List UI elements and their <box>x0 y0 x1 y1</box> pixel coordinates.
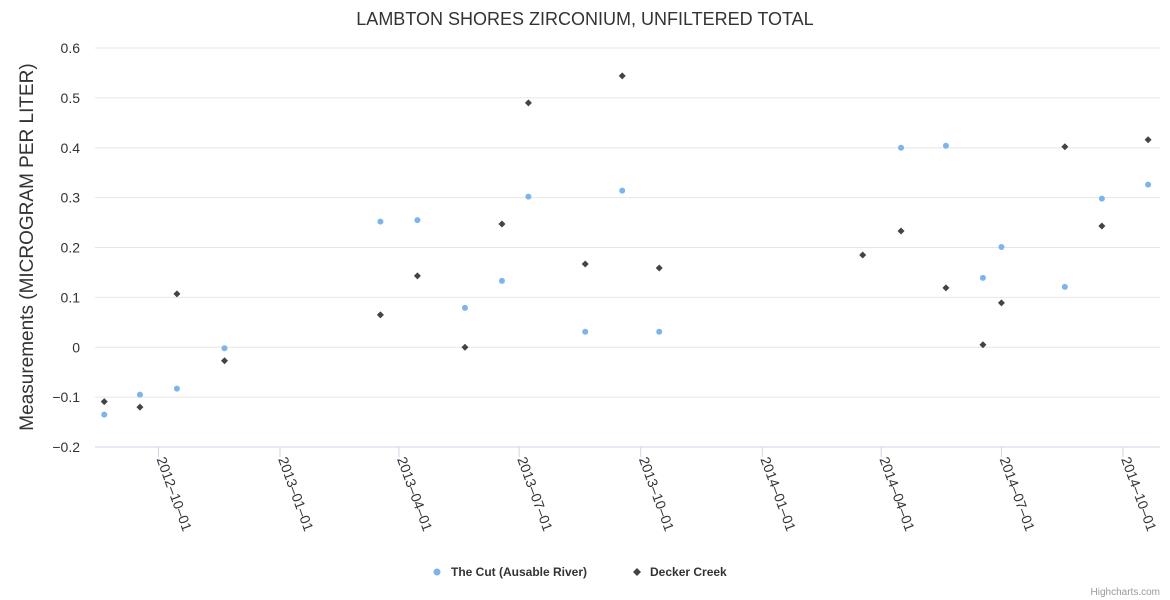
chart-title: LAMBTON SHORES ZIRCONIUM, UNFILTERED TOT… <box>356 9 813 29</box>
x-axis-ticks: 2012–10–01 2013–01–01 2013–04–01 2013–07–01… <box>154 447 1160 533</box>
data-point[interactable] <box>1061 143 1069 151</box>
x-tick-label: 2014–01–01 <box>757 455 799 534</box>
data-point[interactable] <box>618 72 626 80</box>
y-tick-label: 0.4 <box>61 140 81 156</box>
y-tick-label: 0 <box>72 339 80 355</box>
data-point[interactable] <box>136 391 143 398</box>
y-axis-ticks: −0.2 −0.1 0 0.1 0.2 0.3 0.4 0.5 0.6 <box>52 40 80 455</box>
data-point[interactable] <box>619 187 626 194</box>
legend-marker-circle-icon <box>433 568 441 576</box>
data-point[interactable] <box>173 385 180 392</box>
data-point[interactable] <box>997 299 1005 307</box>
x-tick-label: 2013–01–01 <box>275 455 317 534</box>
data-point[interactable] <box>173 290 181 298</box>
data-point[interactable] <box>498 220 506 228</box>
data-point[interactable] <box>581 260 589 268</box>
data-point[interactable] <box>655 264 663 272</box>
y-tick-label: 0.3 <box>61 190 81 206</box>
x-tick-label: 2014–10–01 <box>1118 455 1160 534</box>
legend: The Cut (Ausable River) Decker Creek <box>433 565 727 579</box>
data-point[interactable] <box>1061 283 1068 290</box>
data-points <box>100 72 1152 418</box>
legend-label-the-cut[interactable]: The Cut (Ausable River) <box>451 565 587 579</box>
x-tick-label: 2014–07–01 <box>997 455 1039 534</box>
data-point[interactable] <box>100 398 108 406</box>
data-point[interactable] <box>498 277 505 284</box>
data-point[interactable] <box>525 193 532 200</box>
data-point[interactable] <box>979 341 987 349</box>
data-point[interactable] <box>461 343 469 351</box>
data-point[interactable] <box>413 272 421 280</box>
series-0 <box>101 142 1152 418</box>
data-point[interactable] <box>859 251 867 259</box>
data-point[interactable] <box>377 218 384 225</box>
data-point[interactable] <box>1144 136 1152 144</box>
data-point[interactable] <box>1145 181 1152 188</box>
y-tick-label: 0.1 <box>61 289 81 305</box>
data-point[interactable] <box>136 403 144 411</box>
data-point[interactable] <box>101 411 108 418</box>
y-tick-label: 0.2 <box>61 240 81 256</box>
y-tick-label: −0.1 <box>52 389 80 405</box>
data-point[interactable] <box>898 144 905 151</box>
y-tick-label: −0.2 <box>52 439 80 455</box>
y-axis-label: Measurements (MICROGRAM PER LITER) <box>17 63 38 430</box>
legend-item-the-cut[interactable]: The Cut (Ausable River) <box>433 565 588 579</box>
credits-link[interactable]: Highcharts.com <box>1091 587 1160 598</box>
y-tick-label: 0.5 <box>61 90 81 106</box>
legend-item-decker-creek[interactable]: Decker Creek <box>633 565 727 579</box>
grid-lines <box>95 47 1160 398</box>
data-point[interactable] <box>979 274 986 281</box>
data-point[interactable] <box>897 227 905 235</box>
data-point[interactable] <box>524 99 532 107</box>
data-point[interactable] <box>220 357 228 365</box>
data-point[interactable] <box>582 328 589 335</box>
x-tick-label: 2013–10–01 <box>636 455 678 534</box>
data-point[interactable] <box>942 142 949 149</box>
data-point[interactable] <box>461 304 468 311</box>
data-point[interactable] <box>656 328 663 335</box>
series-1 <box>100 72 1152 411</box>
data-point[interactable] <box>1098 195 1105 202</box>
x-tick-label: 2014–04–01 <box>876 455 918 534</box>
legend-label-decker-creek[interactable]: Decker Creek <box>650 565 727 579</box>
data-point[interactable] <box>1098 222 1106 230</box>
data-point[interactable] <box>221 345 228 352</box>
y-tick-label: 0.6 <box>61 40 81 56</box>
x-tick-label: 2013–07–01 <box>514 455 556 534</box>
data-point[interactable] <box>376 311 384 319</box>
x-tick-label: 2013–04–01 <box>394 455 436 534</box>
legend-marker-diamond-icon <box>633 568 641 576</box>
data-point[interactable] <box>942 284 950 292</box>
x-tick-label: 2012–10–01 <box>154 455 196 534</box>
data-point[interactable] <box>414 217 421 224</box>
data-point[interactable] <box>998 244 1005 251</box>
